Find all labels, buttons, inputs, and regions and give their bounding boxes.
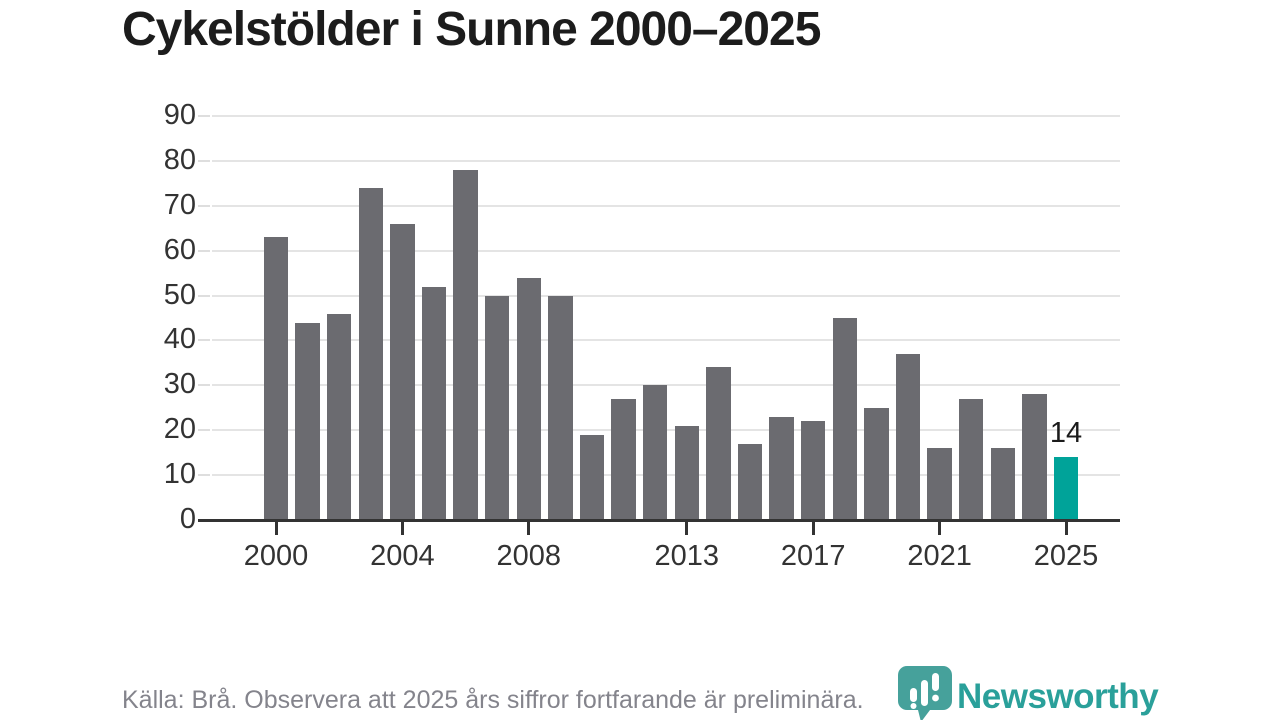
x-tick-2021 — [938, 520, 942, 535]
y-tick-90 — [198, 115, 210, 117]
gridline-y-40 — [212, 339, 1120, 342]
bar-2001 — [295, 322, 320, 520]
bar-2002 — [327, 313, 352, 520]
x-tick-2013 — [685, 520, 689, 535]
bar-2011 — [611, 398, 636, 520]
y-axis-label-60: 60 — [163, 233, 196, 266]
gridline-y-80 — [212, 159, 1120, 162]
bar-2005 — [421, 286, 447, 520]
bar-2020 — [895, 353, 921, 520]
bar-2018 — [832, 318, 857, 520]
bar-2003 — [358, 187, 383, 520]
source-note: Källa: Brå. Observera att 2025 års siffr… — [122, 686, 864, 714]
bar-2017 — [801, 421, 826, 520]
y-axis-label-80: 80 — [163, 143, 196, 176]
bar-2006 — [453, 169, 478, 520]
x-axis-label-2025: 2025 — [1033, 540, 1099, 572]
x-axis-label-2017: 2017 — [780, 540, 846, 572]
gridline-y-60 — [212, 249, 1120, 252]
y-tick-40 — [198, 339, 210, 342]
bar-2022 — [959, 398, 984, 520]
x-tick-2000 — [274, 520, 278, 535]
gridline-y-90 — [212, 115, 1120, 117]
x-axis-label-2000: 2000 — [243, 540, 309, 572]
y-axis-label-70: 70 — [163, 188, 196, 221]
x-axis-line — [198, 519, 1120, 522]
gridline-y-30 — [212, 384, 1120, 387]
bar-2024 — [1022, 394, 1047, 520]
bar-2014 — [706, 367, 731, 520]
bar-2016 — [769, 416, 794, 520]
y-axis-label-0: 0 — [179, 503, 196, 535]
y-axis-label-50: 50 — [163, 278, 196, 311]
x-tick-2017 — [811, 520, 815, 535]
x-axis-label-2004: 2004 — [370, 540, 435, 572]
gridline-y-70 — [212, 204, 1120, 207]
y-axis-label-30: 30 — [163, 368, 196, 401]
y-tick-60 — [198, 249, 210, 252]
newsworthy-logo-text[interactable]: Newsworthy — [957, 677, 1159, 716]
y-tick-10 — [198, 474, 210, 477]
bar-2025 — [1053, 457, 1079, 520]
y-tick-80 — [198, 159, 210, 162]
x-axis-label-2008: 2008 — [496, 540, 562, 572]
bar-value-label-2025: 14 — [1049, 417, 1083, 450]
page-title: Cykelstölder i Sunne 2000–2025 — [122, 3, 821, 56]
y-tick-30 — [198, 384, 210, 387]
bar-2013 — [674, 425, 699, 520]
bar-2000 — [263, 237, 289, 520]
bar-2023 — [990, 448, 1015, 520]
x-tick-2025 — [1064, 520, 1068, 535]
newsworthy-pin-barchart-icon[interactable] — [897, 665, 953, 720]
bar-2019 — [864, 407, 889, 520]
x-axis-label-2013: 2013 — [654, 540, 720, 572]
bar-2010 — [579, 434, 605, 520]
bar-2008 — [516, 277, 541, 520]
bar-2012 — [643, 385, 668, 520]
bar-chart-plot-area: 0 10 20 30 40 50 60 70 80 90 2000 2004 2008 2013 2017 2… — [164, 101, 1120, 572]
x-tick-2004 — [400, 520, 404, 535]
x-axis-label-2021: 2021 — [907, 540, 972, 572]
bar-2015 — [737, 443, 763, 520]
gridline-y-50 — [212, 294, 1120, 297]
bar-2021 — [927, 448, 952, 520]
bar-2007 — [485, 295, 510, 520]
y-tick-20 — [198, 429, 210, 432]
y-axis-label-20: 20 — [163, 413, 196, 446]
y-axis-label-10: 10 — [163, 458, 196, 491]
bar-2004 — [390, 223, 415, 520]
y-axis-label-90: 90 — [163, 99, 196, 131]
y-tick-50 — [198, 294, 210, 297]
x-tick-2008 — [527, 520, 531, 535]
y-axis-label-40: 40 — [163, 323, 196, 356]
bar-2009 — [548, 295, 573, 520]
y-tick-70 — [198, 204, 210, 207]
